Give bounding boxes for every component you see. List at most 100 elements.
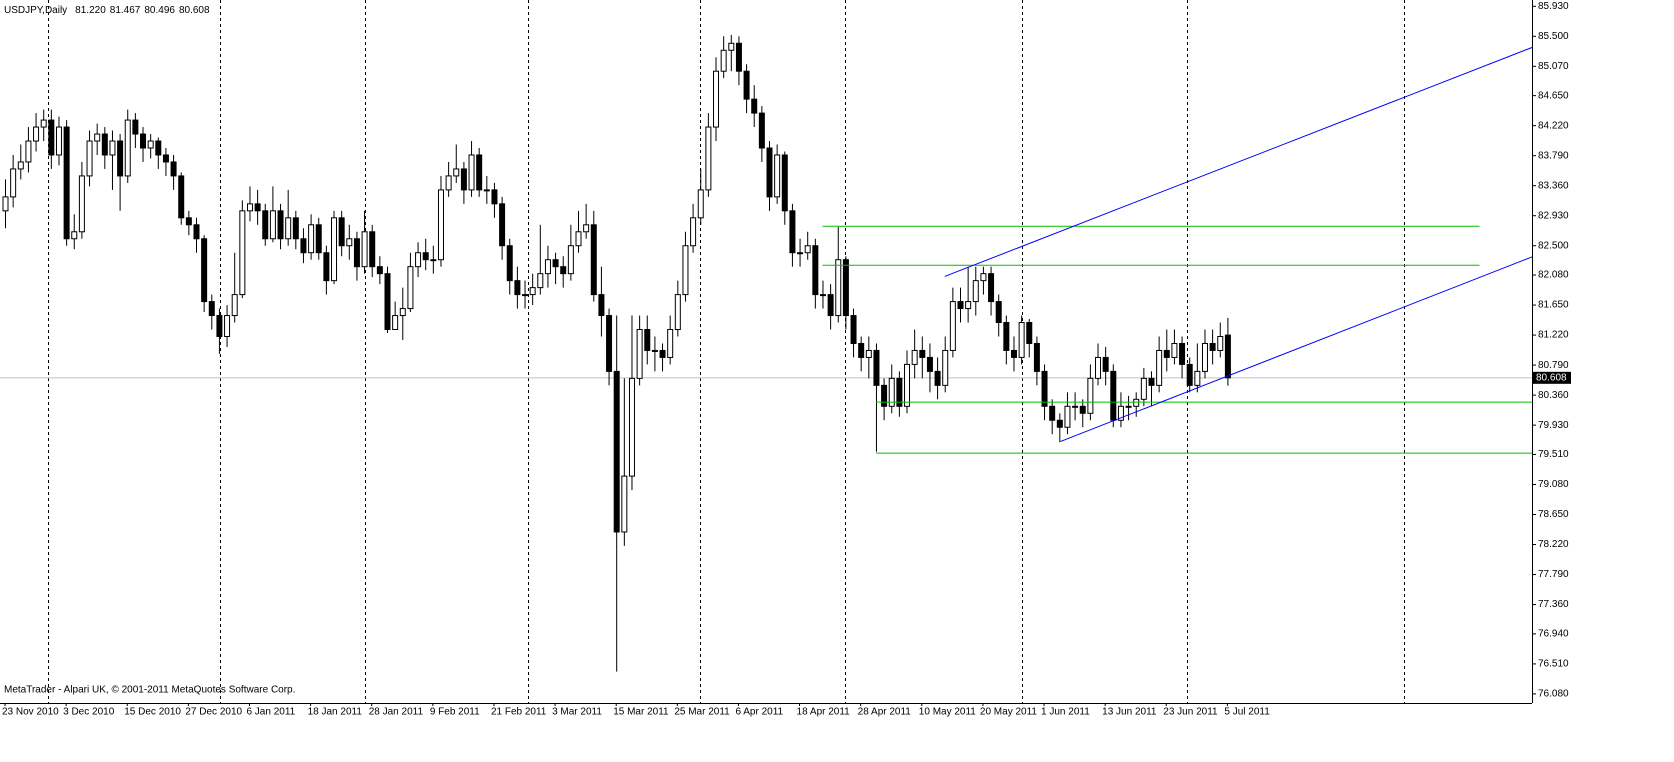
header-high: 81.467 [110,5,141,16]
candle-body [590,224,597,296]
y-tick-label: 78.650 [1538,509,1569,520]
x-tick-label: 10 May 2011 [919,707,977,718]
candle-body [1072,405,1079,408]
y-tick-label: 85.070 [1538,61,1569,72]
x-tick-label: 18 Apr 2011 [797,707,851,718]
candle-body [926,356,933,372]
y-tick-label: 84.220 [1538,120,1569,131]
y-tick-label: 77.790 [1538,569,1569,580]
candle-body [812,245,819,296]
y-tick-label: 81.220 [1538,330,1569,341]
candle-body [1010,349,1017,358]
candle-body [1163,349,1170,358]
candle-body [705,126,712,191]
candle-body [888,377,895,407]
y-tick-label: 82.080 [1538,270,1569,281]
candle-body [942,349,949,386]
candle-body [1102,356,1109,372]
candle-body [743,70,750,100]
y-tick-label: 82.930 [1538,210,1569,221]
candle-body [346,238,353,247]
candle-body [651,349,658,352]
candle-body [109,140,116,156]
candle-body [476,154,483,191]
candle-body [246,203,253,212]
candle-body [514,280,521,296]
candle-body [384,273,391,331]
candle-body [789,210,796,254]
candle-body [1194,370,1201,386]
candle-body [850,315,857,344]
candle-body [437,189,444,261]
candle-body [63,126,70,240]
candle-body [644,329,651,351]
candle-body [285,217,292,240]
candle-body [904,363,911,407]
candle-body [147,140,154,149]
candle-body [1026,322,1033,344]
y-tick-label: 79.510 [1538,449,1569,460]
candle-body [308,224,315,254]
y-tick-label: 85.500 [1538,31,1569,42]
candle-body [583,224,590,233]
candle-body [896,377,903,407]
candle-body [33,126,40,142]
candle-body [873,349,880,386]
candle-body [361,231,368,268]
candle-body [1041,370,1048,407]
candle-body [919,349,926,358]
candle-body [697,189,704,219]
y-tick-label: 76.080 [1538,689,1569,700]
candle-body [1201,342,1208,372]
y-tick-label: 84.650 [1538,90,1569,101]
candle-body [781,154,788,212]
candle-body [460,168,467,191]
candle-body [842,259,849,317]
candle-body [1095,356,1102,379]
candle-body [1148,377,1155,386]
candle-body [170,161,177,177]
candle-body [1003,322,1010,351]
candle-body [117,140,124,177]
candle-body [208,301,215,317]
chart-header: USDJPY,Daily 81.220 81.467 80.496 80.608 [4,5,210,16]
candle-body [949,301,956,351]
x-tick-label: 6 Apr 2011 [735,707,783,718]
candle-body [613,370,620,533]
candle-body [86,140,93,177]
candle-body [185,217,192,226]
candle-body [269,210,276,240]
candle-body [728,42,735,51]
trend-line [1059,256,1533,443]
x-tick-label: 15 Mar 2011 [613,707,669,718]
candle-body [338,217,345,247]
y-tick-label: 77.360 [1538,599,1569,610]
candle-body [262,210,269,240]
y-tick-label: 85.930 [1538,1,1569,12]
candle-body [957,301,964,310]
x-tick-label: 9 Feb 2011 [430,707,480,718]
x-tick-label: 6 Jan 2011 [246,707,295,718]
x-tick-label: 3 Dec 2010 [63,707,115,718]
header-close: 80.608 [179,5,210,16]
candle-body [1140,377,1147,400]
candle-body [101,133,108,156]
y-tick-label: 78.220 [1538,539,1569,550]
candle-body [1186,363,1193,386]
candle-body [155,140,162,156]
y-tick-label: 81.650 [1538,300,1569,311]
candle-body [804,245,811,254]
candle-body [315,224,322,254]
candle-body [911,349,918,365]
candle-body [606,315,613,372]
candle-body [751,98,758,114]
candle-body [1033,342,1040,372]
candle-body [94,133,101,142]
candle-body [1125,405,1132,408]
candle-body [10,168,17,198]
candle-body [567,245,574,275]
candle-body [1117,405,1124,421]
candle-body [292,217,299,240]
candle-body [621,475,628,533]
